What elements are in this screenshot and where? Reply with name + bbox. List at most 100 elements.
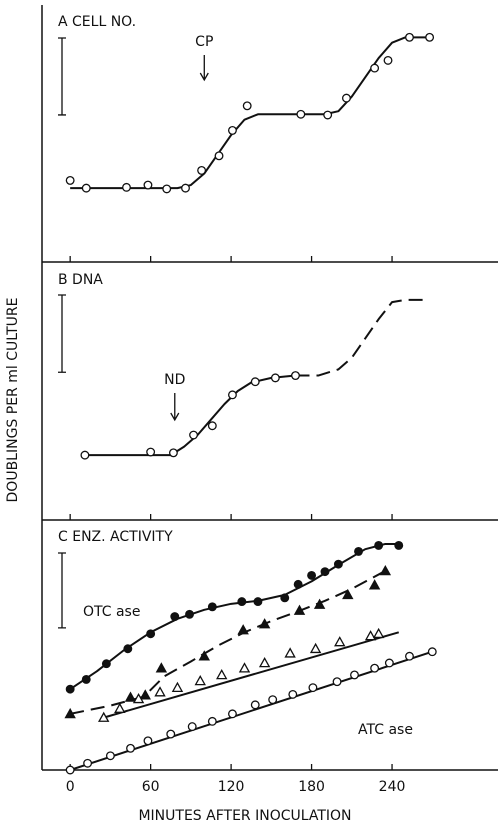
data-point — [154, 686, 166, 697]
data-point — [81, 183, 91, 193]
data-point — [333, 559, 343, 569]
data-point — [194, 674, 206, 686]
x-tick-label: 180 — [298, 779, 325, 795]
data-point — [237, 597, 247, 607]
data-point — [64, 707, 76, 719]
data-point — [323, 110, 333, 120]
data-point — [270, 373, 280, 383]
scale-bar — [58, 552, 66, 629]
data-point — [146, 629, 156, 639]
data-point — [341, 93, 351, 103]
data-point — [379, 564, 392, 576]
data-point — [332, 677, 342, 687]
data-point — [309, 642, 322, 654]
data-point — [364, 630, 377, 641]
panel-title: C ENZ. ACTIVITY — [58, 529, 173, 545]
data-point — [83, 758, 93, 768]
data-point — [242, 101, 252, 111]
data-point — [291, 371, 300, 381]
data-point — [354, 546, 363, 556]
x-axis-label: MINUTES AFTER INOCULATION — [138, 808, 351, 824]
data-point — [207, 421, 217, 431]
data-point — [101, 659, 111, 669]
data-point — [197, 165, 207, 175]
scale-bar — [58, 294, 66, 373]
panel-title: B DNA — [58, 272, 103, 288]
data-point — [227, 390, 237, 400]
data-point — [187, 722, 197, 732]
data-point — [296, 109, 306, 119]
data-point — [143, 180, 153, 190]
data-point — [405, 32, 414, 42]
x-tick-label: 60 — [142, 779, 160, 795]
data-point — [313, 598, 326, 609]
data-point — [124, 691, 137, 702]
data-point — [80, 450, 90, 460]
data-point — [207, 602, 217, 612]
data-point — [372, 627, 385, 639]
data-point — [123, 644, 133, 654]
data-point — [65, 175, 75, 185]
data-point — [250, 700, 260, 710]
data-point — [350, 670, 359, 680]
scale-bar — [58, 37, 66, 116]
data-point — [237, 624, 249, 635]
data-point — [384, 658, 394, 668]
data-point — [185, 609, 194, 619]
data-point — [139, 689, 151, 700]
data-point — [308, 683, 318, 693]
data-point — [258, 618, 271, 629]
fit-line — [295, 298, 430, 377]
fit-line — [84, 374, 296, 457]
data-point — [383, 55, 393, 65]
data-point — [238, 662, 251, 673]
data-point — [97, 711, 110, 722]
series-label: OTC ase — [83, 604, 140, 620]
data-point — [250, 377, 260, 387]
data-point — [162, 184, 172, 194]
data-point — [105, 751, 115, 761]
x-tick-label: 240 — [379, 779, 406, 795]
panel-title: A CELL NO. — [58, 14, 136, 30]
data-point — [368, 579, 381, 590]
data-point — [168, 448, 178, 458]
fit-line — [70, 36, 430, 190]
data-point — [216, 669, 228, 680]
annotation-arrow — [170, 393, 180, 422]
fit-line — [103, 631, 400, 719]
series-label: ATC ase — [358, 722, 413, 738]
data-point — [293, 604, 306, 615]
data-point — [427, 647, 437, 657]
annotation: CP — [195, 34, 213, 50]
data-point — [146, 447, 156, 457]
data-point — [370, 63, 380, 73]
data-point — [166, 729, 176, 739]
data-point — [114, 702, 126, 713]
data-point — [171, 681, 184, 692]
data-point — [280, 593, 290, 603]
data-point — [370, 663, 380, 673]
data-point — [394, 540, 404, 550]
data-point — [258, 657, 271, 668]
data-point — [170, 612, 180, 622]
annotation: ND — [164, 372, 185, 388]
data-point — [334, 636, 346, 647]
data-point — [65, 684, 75, 694]
data-point — [288, 689, 298, 699]
data-point — [320, 567, 330, 577]
data-point — [122, 182, 131, 192]
data-point — [284, 647, 296, 658]
data-point — [342, 588, 354, 600]
data-point — [189, 430, 199, 440]
data-point — [425, 32, 435, 42]
data-point — [268, 695, 278, 705]
data-point — [181, 183, 190, 193]
data-point — [65, 765, 75, 775]
data-point — [81, 674, 91, 684]
data-point — [207, 716, 217, 726]
data-point — [374, 540, 384, 550]
data-point — [227, 125, 237, 135]
data-point — [307, 570, 317, 580]
data-point — [198, 650, 210, 661]
data-point — [253, 597, 263, 607]
